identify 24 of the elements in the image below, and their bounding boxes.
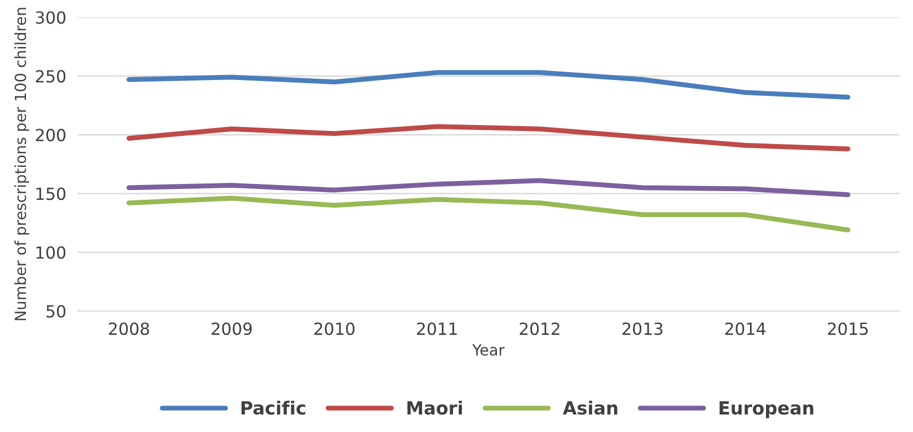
x-axis-title: Year [472,344,505,356]
x-tick-label: 2008 [108,322,150,336]
x-tick-label: 2011 [417,322,457,336]
x-tick-label: 2010 [314,322,354,336]
x-tick-label: 2015 [828,322,868,336]
line-series [126,124,850,152]
y-tick-label: 300 [36,11,66,24]
legend-label: Asian [562,400,618,415]
legend-label: European [720,401,814,418]
y-tick-label: 250 [36,70,66,83]
x-tick-label: 2009 [212,322,252,336]
x-tick-label: 2014 [725,322,766,336]
y-tick-label: 150 [36,188,66,200]
y-tick-label: 200 [36,128,66,142]
legend-label: Maori [407,400,462,415]
line-series [126,178,850,198]
line-series [126,70,850,100]
y-axis-title: Number of prescriptions per 100 children [14,8,30,320]
x-tick-label: 2013 [622,322,662,336]
y-tick-label: 50 [46,305,66,318]
legend-label: Pacific [242,400,306,415]
y-tick-label: 100 [36,246,66,259]
x-tick-label: 2012 [520,322,560,336]
line-series [126,196,850,232]
